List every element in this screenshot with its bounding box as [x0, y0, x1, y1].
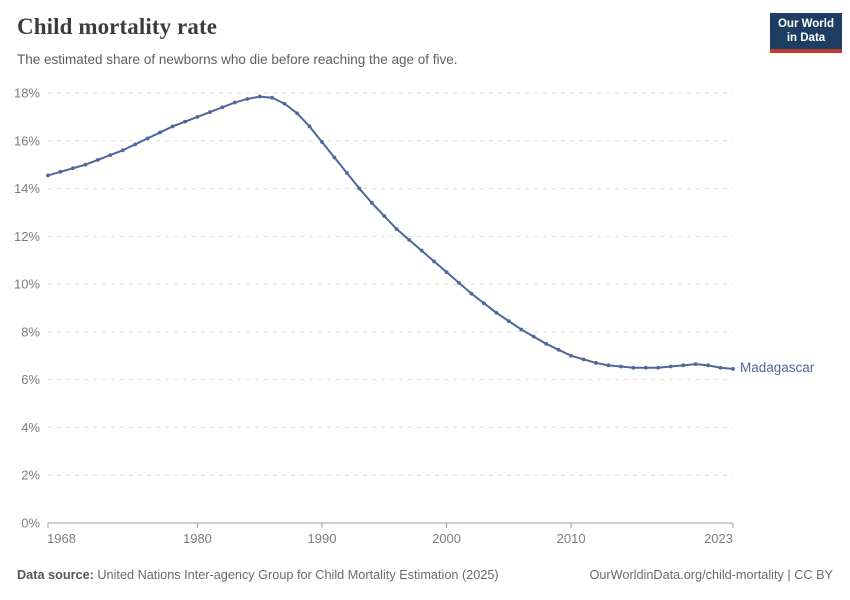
data-point[interactable] [706, 363, 710, 368]
page-subtitle: The estimated share of newborns who die … [17, 52, 458, 67]
owid-logo-accent-strip [770, 49, 842, 53]
data-source-text: United Nations Inter-agency Group for Ch… [93, 568, 499, 582]
x-tick-label: 1968 [47, 531, 76, 546]
data-point[interactable] [556, 347, 561, 352]
y-tick-label: 14% [14, 181, 40, 196]
data-point[interactable] [407, 238, 412, 242]
x-tick-label: 1980 [183, 531, 212, 546]
data-point[interactable] [606, 363, 611, 368]
data-point[interactable] [245, 97, 250, 101]
owid-logo-line2: in Data [786, 32, 826, 44]
data-point[interactable] [619, 364, 623, 369]
data-point[interactable] [195, 114, 200, 119]
x-tick-label: 2000 [432, 531, 461, 546]
data-point[interactable] [108, 153, 113, 158]
data-point[interactable] [345, 171, 349, 175]
data-point[interactable] [95, 157, 100, 162]
data-point[interactable] [46, 173, 50, 178]
y-tick-label: 12% [14, 229, 40, 244]
data-point[interactable] [120, 148, 125, 153]
data-point[interactable] [369, 200, 374, 205]
y-axis-labels: 0% 2% 4% 6% 8% 10% 12% 14% 16% 18% [14, 86, 40, 531]
data-point[interactable] [531, 334, 536, 339]
x-tick-label: 2023 [704, 531, 733, 546]
y-tick-label: 0% [21, 516, 40, 531]
data-point[interactable] [444, 270, 449, 275]
data-point[interactable] [681, 363, 686, 368]
data-point[interactable] [133, 142, 138, 147]
data-point[interactable] [208, 110, 212, 115]
data-point[interactable] [232, 100, 237, 105]
owid-logo-text: Our World in Data [770, 13, 842, 49]
data-point[interactable] [58, 169, 63, 174]
data-point[interactable] [506, 319, 511, 324]
data-point[interactable] [170, 124, 175, 129]
data-point[interactable] [457, 281, 461, 285]
data-point[interactable] [270, 95, 275, 100]
y-tick-label: 6% [21, 372, 40, 387]
y-tick-label: 10% [14, 277, 40, 292]
data-point[interactable] [494, 310, 499, 315]
data-source-label: Data source: [17, 568, 94, 582]
data-point[interactable] [382, 214, 387, 218]
data-point[interactable] [643, 365, 648, 370]
data-source-note: Data source: United Nations Inter-agency… [17, 568, 499, 582]
data-point[interactable] [419, 248, 424, 253]
data-point[interactable] [581, 357, 586, 362]
page-title: Child mortality rate [17, 14, 218, 39]
data-point[interactable] [693, 362, 698, 367]
data-point[interactable] [282, 101, 287, 106]
gridlines [48, 92, 733, 524]
chart-footer: Data source: United Nations Inter-agency… [17, 568, 833, 582]
data-point[interactable] [718, 365, 723, 370]
data-point[interactable] [519, 327, 524, 332]
data-point[interactable] [295, 111, 299, 116]
data-point[interactable] [569, 353, 573, 358]
data-point[interactable] [320, 140, 324, 144]
y-tick-label: 4% [21, 420, 40, 435]
x-tick-label: 1990 [308, 531, 337, 546]
data-point[interactable] [394, 227, 399, 232]
y-tick-label: 18% [14, 86, 40, 101]
data-point[interactable] [357, 186, 362, 191]
y-tick-label: 8% [21, 324, 40, 339]
data-point[interactable] [257, 94, 262, 99]
data-point[interactable] [469, 291, 474, 296]
data-point[interactable] [594, 361, 598, 365]
data-point[interactable] [83, 162, 88, 167]
data-point[interactable] [332, 155, 337, 160]
data-points[interactable] [46, 94, 735, 371]
data-point[interactable] [220, 105, 225, 110]
entity-label-madagascar[interactable]: Madagascar [740, 359, 815, 375]
owid-logo[interactable]: Our World in Data [770, 13, 842, 53]
y-tick-label: 2% [21, 468, 40, 483]
x-tick-label: 2010 [557, 531, 586, 546]
x-axis: 1968 1980 1990 2000 2010 2023 [47, 523, 734, 546]
data-point[interactable] [158, 130, 162, 135]
data-point[interactable] [432, 259, 436, 264]
data-point[interactable] [544, 341, 549, 346]
data-point[interactable] [71, 166, 75, 171]
owid-logo-line1: Our World [777, 18, 834, 30]
data-point[interactable] [145, 136, 150, 141]
data-point[interactable] [668, 364, 673, 369]
data-point[interactable] [307, 124, 312, 129]
data-point[interactable] [482, 301, 486, 306]
y-tick-label: 16% [14, 133, 40, 148]
data-point[interactable] [656, 365, 661, 370]
data-point[interactable] [183, 119, 187, 124]
data-point[interactable] [731, 367, 735, 371]
madagascar-line[interactable] [47, 95, 734, 370]
footer-link[interactable]: OurWorldinData.org/child-mortality | CC … [589, 568, 834, 582]
data-point[interactable] [631, 365, 636, 370]
